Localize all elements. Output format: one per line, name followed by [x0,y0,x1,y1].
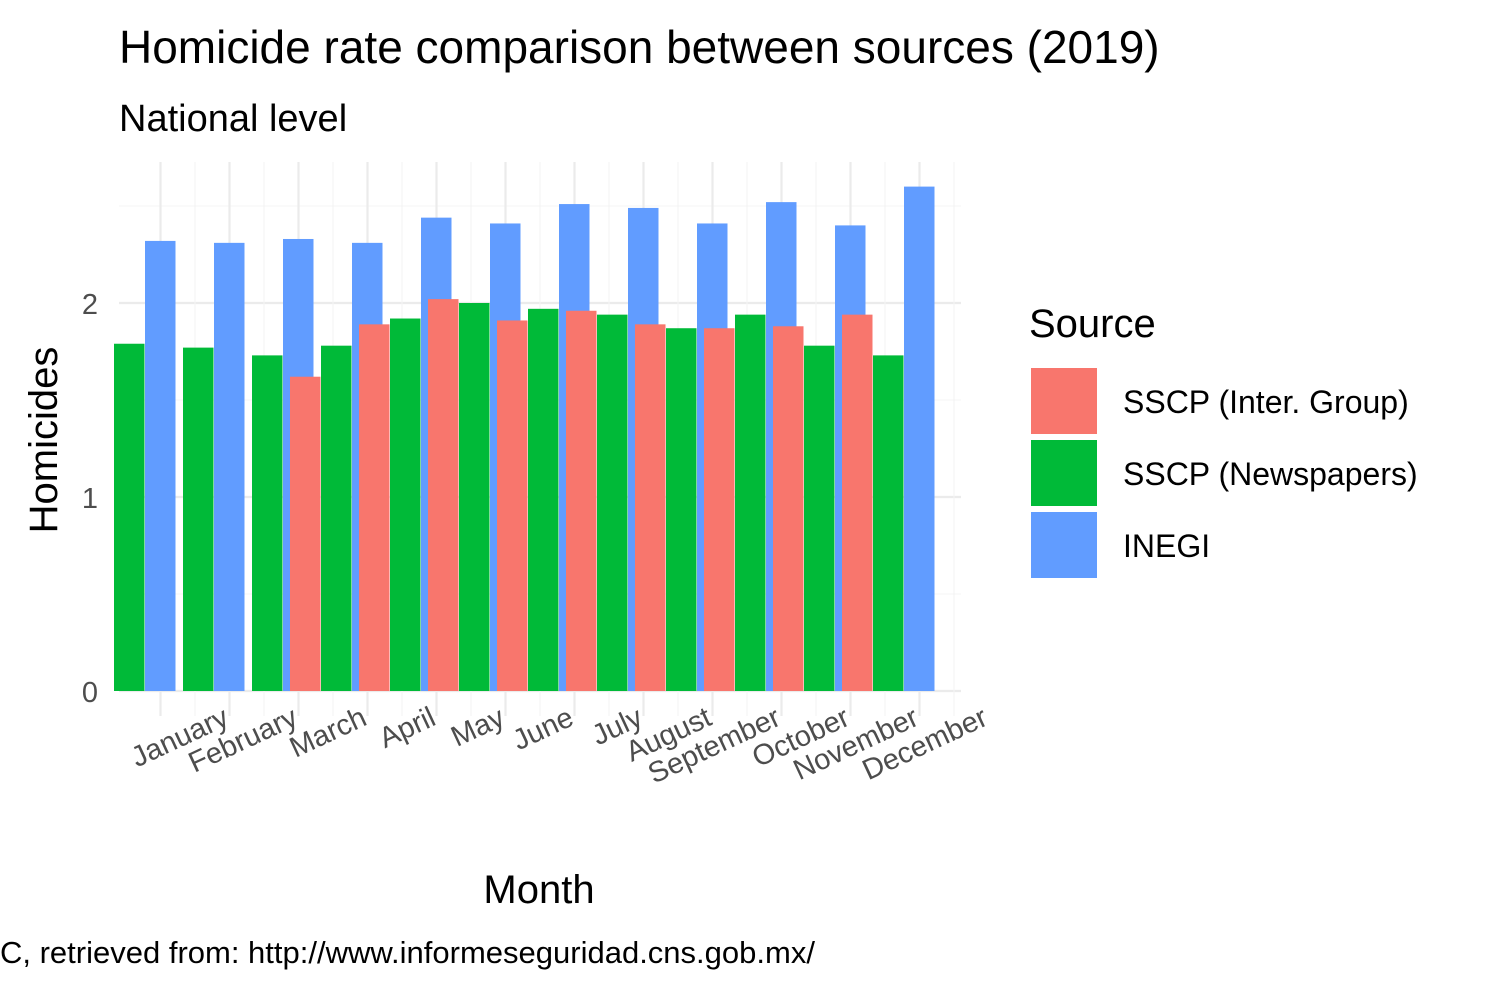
bar [804,345,835,691]
bar [428,299,459,691]
bar [528,308,559,691]
legend-items: SSCP (Inter. Group) SSCP (Newspapers) INEG… [1031,368,1418,578]
bar [842,314,873,691]
y-axis-title: Homicides [22,347,66,534]
bar [597,314,628,691]
chart-subtitle: National level [119,98,347,140]
bar [145,240,176,692]
x-tick-label: May [446,701,510,753]
legend-swatch [1031,512,1097,578]
bar [390,318,421,691]
legend-label: SSCP (Newspapers) [1123,456,1418,492]
bar [114,343,145,691]
y-axis-ticks: 0 1 2 [82,289,98,709]
bar [666,328,697,691]
bar [635,324,666,691]
bar [214,242,245,692]
bar [497,320,528,691]
bar [904,186,935,691]
bar [704,328,735,691]
x-tick-label: April [374,701,440,755]
y-tick-label: 1 [82,483,98,515]
bar [359,324,390,691]
bar [873,355,904,691]
bar [773,326,804,691]
bar [290,376,321,691]
bar [735,314,766,691]
legend-label: SSCP (Inter. Group) [1123,384,1409,420]
legend-title: Source [1029,302,1156,346]
legend-swatch [1031,368,1097,434]
legend-label: INEGI [1123,528,1210,564]
bar [183,347,214,691]
bar [252,355,283,691]
legend-swatch [1031,440,1097,506]
y-tick-label: 0 [82,677,98,709]
bars [114,186,935,692]
bar [321,345,352,691]
x-tick-label: June [508,701,579,757]
legend: Source SSCP (Inter. Group) SSCP (Newspape… [1029,302,1418,578]
bar [459,303,490,691]
y-tick-label: 2 [82,289,98,321]
chart-title: Homicide rate comparison between sources… [119,21,1160,73]
bar [566,310,597,691]
chart-caption: C, retrieved from: http://www.informeseg… [0,935,815,970]
x-axis-title: Month [483,868,594,912]
